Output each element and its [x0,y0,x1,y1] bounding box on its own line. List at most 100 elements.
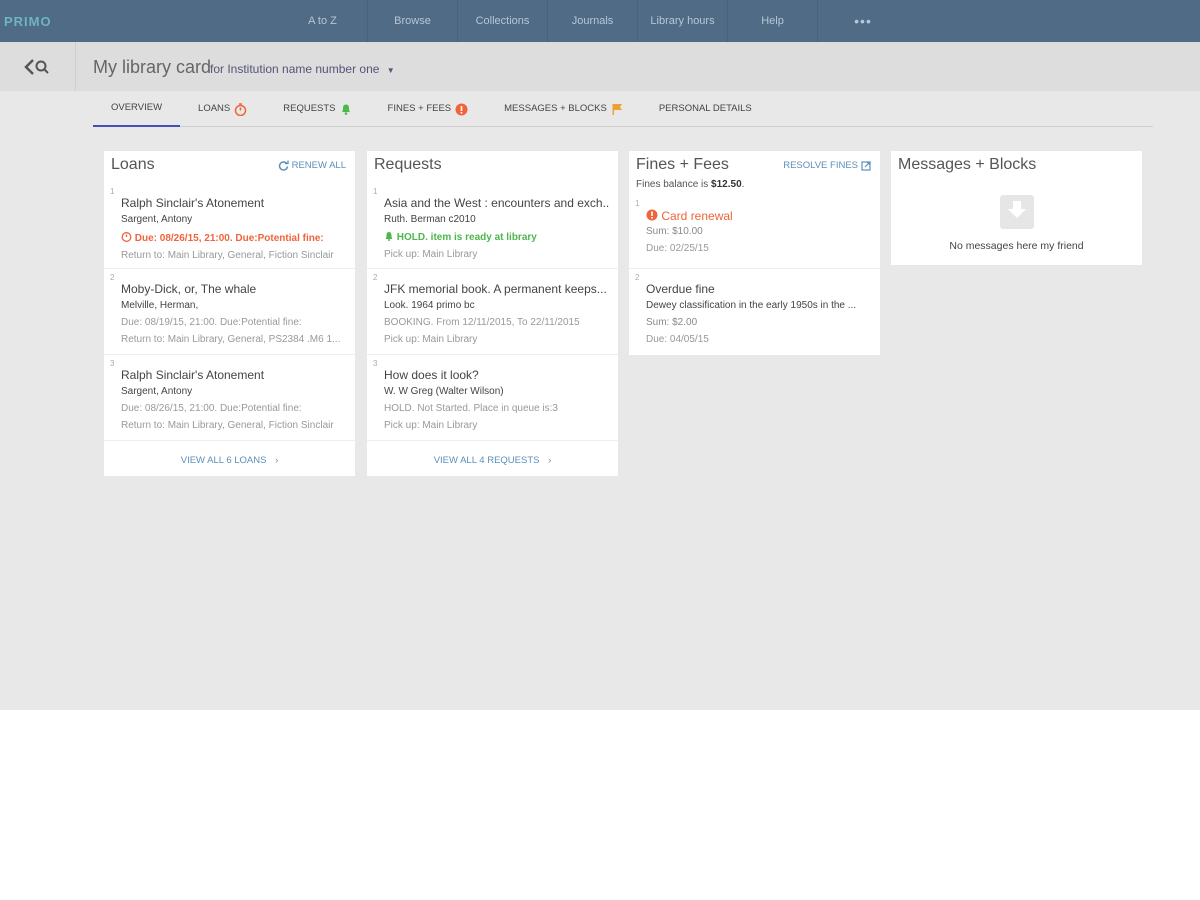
tab-overview[interactable]: OVERVIEW [93,91,181,127]
tab-label: LOANS [198,103,231,114]
loans-card: Loans RENEW ALL 1 Ralph Sinclair's Atone… [104,151,355,476]
item-author: W. W Greg (Walter Wilson) [384,386,504,397]
item-number: 3 [373,359,378,368]
requests-card: Requests 1 Asia and the West : encounter… [367,151,618,476]
item-author: Look. 1964 primo bc [384,300,475,311]
item-pickup: Pick up: Main Library [384,334,478,345]
fines-card: Fines + Fees RESOLVE FINES Fines balance… [629,151,880,355]
fine-title: Overdue fine [646,282,715,296]
page-header: My library card for Institution name num… [0,42,1200,91]
request-item[interactable]: 2 JFK memorial book. A permanent keeps..… [367,269,618,355]
view-all-loans-link[interactable]: VIEW ALL 6 LOANS › [104,441,355,476]
back-to-search-button[interactable] [0,42,76,91]
card-title: Loans [111,156,155,173]
empty-state: No messages here my friend [891,195,1142,252]
item-title[interactable]: Ralph Sinclair's Atonement [121,196,265,210]
stopwatch-icon [121,232,132,242]
fine-item[interactable]: 1 Card renewal Sum: $10.00 Due: 02/25/15 [629,195,880,269]
tab-label: FINES + FEES [387,103,452,114]
request-item[interactable]: 1 Asia and the West : encounters and exc… [367,183,618,269]
item-pickup: Pick up: Main Library [384,420,478,431]
item-status: HOLD. item is ready at library [384,231,610,243]
renew-icon [278,160,289,171]
top-bar: PRIMO A to Z Browse Collections Journals… [0,0,1200,42]
nav-help[interactable]: Help [728,0,818,42]
fine-sum: Sum: $2.00 [646,317,698,328]
primo-logo[interactable]: PRIMO [4,14,52,29]
nav-library-hours[interactable]: Library hours [638,0,728,42]
item-author: Melville, Herman, [121,300,199,311]
item-return: Return to: Main Library, General, Fictio… [121,420,334,431]
alert-icon [646,209,658,221]
tab-label: OVERVIEW [111,102,163,113]
item-number: 1 [373,187,378,196]
card-title: Fines + Fees [636,156,729,173]
item-number: 3 [110,359,115,368]
renew-all-label: RENEW ALL [291,160,346,171]
tab-loans[interactable]: LOANS [180,91,265,127]
item-title[interactable]: Ralph Sinclair's Atonement [121,368,265,382]
tab-label: REQUESTS [283,103,336,114]
status-text: HOLD. item is ready at library [396,232,537,243]
more-menu-icon[interactable]: ••• [854,13,872,29]
item-author: Sargent, Antony [121,386,193,397]
link-label: VIEW ALL 4 REQUESTS [433,455,540,466]
item-number: 1 [635,199,640,208]
item-status: HOLD. Not Started. Place in queue is:3 [384,403,558,414]
loan-item[interactable]: 2 Moby-Dick, or, The whale Melville, Herm… [104,269,355,355]
resolve-fines-button[interactable]: RESOLVE FINES [783,160,871,171]
due-text: Due: 08/26/15, 21:00. Due:Potential fine… [134,233,324,244]
item-due: Due: 08/26/15, 21:00. Due:Potential fine… [121,231,347,244]
item-return: Return to: Main Library, General, Fictio… [121,250,334,261]
link-label: VIEW ALL 6 LOANS [180,455,267,466]
balance-label: Fines balance is [636,179,712,190]
messages-card: Messages + Blocks No messages here my fr… [891,151,1142,265]
item-author: Sargent, Antony [121,214,193,225]
inbox-empty-icon [999,195,1034,229]
item-pickup: Pick up: Main Library [384,249,478,260]
item-number: 2 [373,273,378,282]
main-area: OVERVIEW LOANS REQUESTS FINES + FEES MES… [0,91,1200,710]
tab-requests[interactable]: REQUESTS [265,91,369,127]
institution-label: for Institution name number one [210,62,380,76]
bell-icon [341,104,350,115]
nav-journals[interactable]: Journals [548,0,638,42]
balance-amount: $12.50 [711,179,742,190]
tab-fines-fees[interactable]: FINES + FEES [370,91,487,127]
fine-description: Dewey classification in the early 1950s … [646,300,857,311]
empty-message: No messages here my friend [949,240,1084,252]
nav-collections[interactable]: Collections [458,0,548,42]
resolve-fines-label: RESOLVE FINES [783,160,858,171]
item-due: Due: 08/19/15, 21:00. Due:Potential fine… [121,317,302,328]
tab-messages-blocks[interactable]: MESSAGES + BLOCKS [486,91,641,127]
loan-item[interactable]: 1 Ralph Sinclair's Atonement Sargent, Ant… [104,183,355,269]
fine-due: Due: 02/25/15 [646,243,709,254]
item-title[interactable]: Asia and the West : encounters and exch.… [384,196,610,210]
main-nav: A to Z Browse Collections Journals Libra… [278,0,908,42]
institution-selector[interactable]: for Institution name number one ▼ [210,62,395,76]
card-title: Messages + Blocks [898,156,1037,173]
external-link-icon [861,160,871,171]
item-number: 2 [635,273,640,282]
loan-item[interactable]: 3 Ralph Sinclair's Atonement Sargent, Ant… [104,355,355,441]
tab-bar: OVERVIEW LOANS REQUESTS FINES + FEES MES… [93,91,1153,127]
stopwatch-icon [235,102,247,116]
balance-end: . [741,179,745,190]
request-item[interactable]: 3 How does it look? W. W Greg (Walter Wil… [367,355,618,441]
item-title[interactable]: JFK memorial book. A permanent keeps... [384,282,607,296]
back-search-icon [23,58,49,75]
item-title[interactable]: Moby-Dick, or, The whale [121,282,257,296]
view-all-requests-link[interactable]: VIEW ALL 4 REQUESTS › [367,441,618,476]
item-title[interactable]: How does it look? [384,368,479,382]
tab-personal-details[interactable]: PERSONAL DETAILS [641,91,770,127]
caret-down-icon: ▼ [386,66,395,75]
tab-label: PERSONAL DETAILS [658,103,752,114]
item-author: Ruth. Berman c2010 [384,214,476,225]
nav-browse[interactable]: Browse [368,0,458,42]
nav-a-to-z[interactable]: A to Z [278,0,368,42]
fines-balance: Fines balance is $12.50. [636,179,744,190]
fine-item[interactable]: 2 Overdue fine Dewey classification in th… [629,269,880,355]
page-title: My library card [93,57,212,77]
fine-title: Card renewal [646,209,872,223]
renew-all-button[interactable]: RENEW ALL [278,160,346,171]
